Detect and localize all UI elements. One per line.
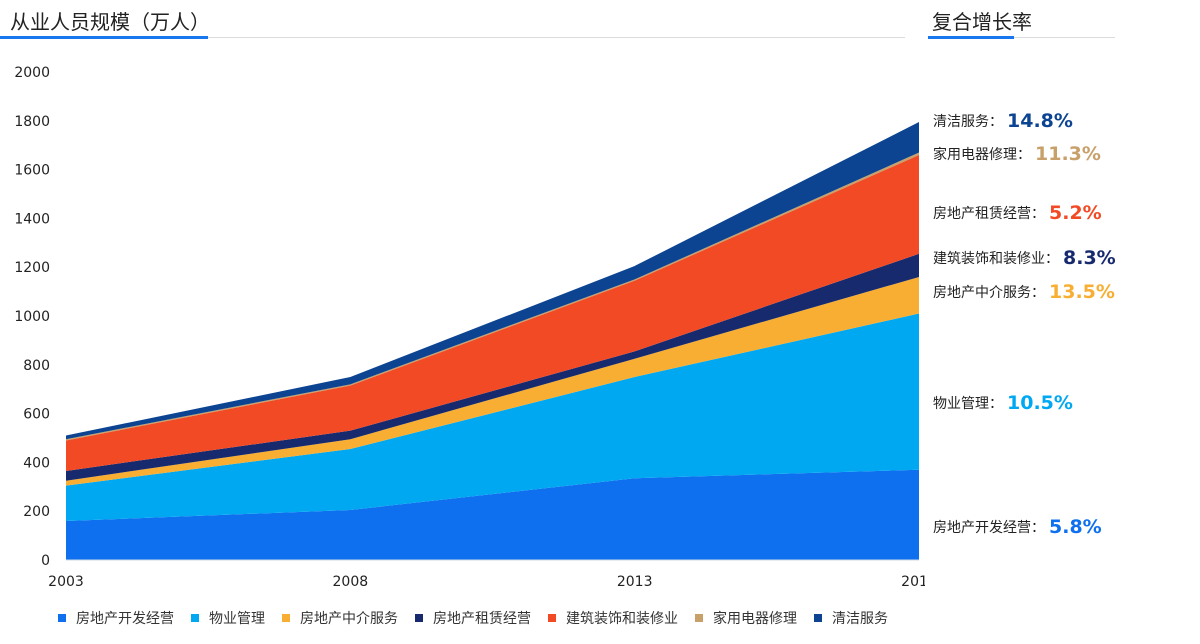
legend-label: 房地产开发经营	[76, 611, 174, 627]
x-tick-label: 2008	[333, 574, 369, 590]
rate-value: 11.3%	[1035, 143, 1101, 165]
stacked-area-chart: 0 200 400 600 800 1000 1200 1400 1600 1800 2000 200…	[14, 65, 925, 590]
legend-label: 房地产租赁经营	[433, 611, 531, 627]
rate-row-property-management: 物业管理： 10.5%	[933, 392, 1073, 414]
legend-swatch	[415, 614, 423, 622]
legend-swatch	[548, 614, 556, 622]
legend-item: 家用电器修理	[695, 608, 797, 628]
rate-label: 房地产租赁经营：	[933, 206, 1045, 222]
x-tick-label: 2018	[901, 574, 925, 590]
legend-item: 房地产开发经营	[58, 608, 174, 628]
y-tick-label: 1000	[14, 309, 50, 325]
chart-legend: 房地产开发经营 物业管理 房地产中介服务 房地产租赁经营 建筑装饰和装修业 家用电器修理 清…	[58, 608, 905, 628]
y-tick-label: 1400	[14, 211, 50, 227]
legend-item: 建筑装饰和装修业	[548, 608, 678, 628]
rate-row-development: 房地产开发经营： 5.8%	[933, 516, 1102, 538]
growth-rate-title: 复合增长率	[932, 10, 1032, 34]
area-series-4	[66, 154, 919, 471]
legend-item: 房地产中介服务	[282, 608, 398, 628]
rate-label: 清洁服务：	[933, 114, 1003, 130]
legend-label: 物业管理	[209, 611, 265, 627]
rate-value: 5.2%	[1049, 202, 1102, 224]
rate-label: 房地产中介服务：	[933, 285, 1045, 301]
legend-swatch	[282, 614, 290, 622]
legend-swatch	[58, 614, 66, 622]
rate-row-cleaning: 清洁服务： 14.8%	[933, 110, 1073, 132]
rate-label: 家用电器修理：	[933, 147, 1031, 163]
x-tick-label: 2013	[617, 574, 653, 590]
y-tick-label: 2000	[14, 65, 50, 81]
y-tick-label: 800	[23, 358, 50, 374]
title-divider	[0, 37, 905, 38]
area-series-1	[66, 313, 919, 521]
y-tick-label: 400	[23, 455, 50, 471]
legend-label: 家用电器修理	[713, 611, 797, 627]
rate-value: 14.8%	[1007, 110, 1073, 132]
rate-value: 10.5%	[1007, 392, 1073, 414]
rate-row-real-estate-leasing: 房地产租赁经营： 5.2%	[933, 202, 1102, 224]
y-tick-label: 1800	[14, 114, 50, 130]
legend-swatch	[695, 614, 703, 622]
growth-title-divider	[928, 37, 1115, 38]
rate-value: 8.3%	[1063, 247, 1116, 269]
area-series-0	[66, 469, 919, 560]
rate-label: 物业管理：	[933, 396, 1003, 412]
legend-label: 房地产中介服务	[300, 611, 398, 627]
y-tick-label: 1200	[14, 260, 50, 276]
legend-item: 清洁服务	[814, 608, 888, 628]
rate-row-decoration: 建筑装饰和装修业： 8.3%	[933, 247, 1116, 269]
y-tick-label: 600	[23, 407, 50, 423]
chart-title: 从业人员规模（万人）	[10, 10, 210, 34]
rate-label: 建筑装饰和装修业：	[933, 251, 1059, 267]
legend-swatch	[191, 614, 199, 622]
legend-label: 建筑装饰和装修业	[566, 611, 678, 627]
legend-swatch	[814, 614, 822, 622]
y-tick-label: 0	[41, 553, 50, 569]
x-tick-label: 2003	[48, 574, 84, 590]
rate-row-agency: 房地产中介服务： 13.5%	[933, 281, 1115, 303]
y-tick-label: 200	[23, 504, 50, 520]
rate-value: 5.8%	[1049, 516, 1102, 538]
rate-value: 13.5%	[1049, 281, 1115, 303]
rate-row-appliance-repair: 家用电器修理： 11.3%	[933, 143, 1101, 165]
title-accent-bar	[0, 36, 208, 39]
legend-item: 房地产租赁经营	[415, 608, 531, 628]
legend-label: 清洁服务	[832, 611, 888, 627]
growth-title-accent-bar	[928, 36, 1014, 39]
legend-item: 物业管理	[191, 608, 265, 628]
rate-label: 房地产开发经营：	[933, 520, 1045, 536]
y-tick-label: 1600	[14, 163, 50, 179]
